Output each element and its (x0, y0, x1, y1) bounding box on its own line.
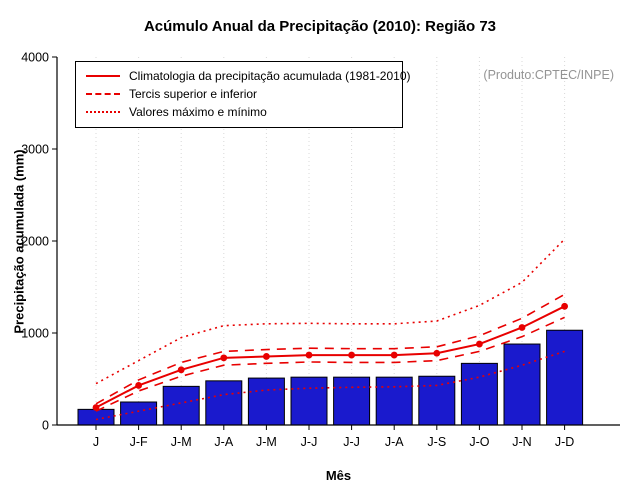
x-tick-label: J-M (256, 435, 277, 449)
x-tick-label: J-F (130, 435, 148, 449)
precipitation-bar (290, 376, 328, 426)
series-marker (92, 404, 100, 411)
series-marker (348, 351, 355, 359)
x-axis-label: Mês (325, 468, 352, 483)
series-marker (518, 324, 526, 331)
x-tick-label: J-A (214, 435, 233, 449)
x-tick-label: J (93, 435, 99, 449)
x-tick-label: J-A (385, 435, 404, 449)
series-marker (390, 351, 398, 359)
y-tick-label: 3000 (21, 143, 49, 157)
precipitation-bar (162, 385, 200, 426)
precipitation-bar (333, 376, 371, 426)
dashed-line-icon (86, 93, 120, 95)
dotted-line-icon (86, 111, 120, 113)
series-marker (220, 354, 228, 362)
precipitation-bar (247, 377, 285, 426)
x-tick-label: J-J (343, 435, 360, 449)
legend-item-terciles: Tercis superior e inferior (76, 85, 402, 103)
precipitation-bar (418, 375, 456, 426)
precipitation-bar (460, 362, 498, 426)
legend-label: Tercis superior e inferior (129, 87, 258, 101)
series-line-dashed (95, 293, 565, 405)
product-annotation: (Produto:CPTEC/INPE) (483, 68, 614, 82)
x-tick-label: J-M (171, 435, 192, 449)
series-marker (433, 349, 441, 357)
series-marker (263, 353, 270, 360)
series-marker (305, 351, 313, 359)
legend-item-climatology: Climatologia da precipitação acumulada (… (76, 67, 411, 85)
x-tick-label: J-N (512, 435, 531, 449)
precipitation-bar (375, 376, 413, 426)
solid-line-icon (86, 75, 120, 77)
legend-box: Climatologia da precipitação acumulada (… (75, 61, 411, 128)
series-line-solid (95, 305, 566, 409)
legend-label: Climatologia da precipitação acumulada (… (129, 69, 411, 83)
x-tick-label: J-O (469, 435, 489, 449)
chart-title: Acúmulo Anual da Precipitação (2010): Re… (143, 18, 497, 35)
precipitation-bar (503, 343, 541, 426)
series-marker (561, 302, 568, 310)
series-line-dotted (95, 350, 565, 421)
series-line-dotted (95, 238, 566, 385)
series-marker (177, 366, 185, 374)
series-marker (135, 382, 143, 389)
legend-label: Valores máximo e mínimo (129, 105, 267, 119)
precipitation-bar (205, 380, 243, 426)
series-line-dashed (95, 316, 565, 412)
precipitation-bar (546, 329, 584, 426)
series-marker (476, 340, 483, 348)
y-tick-label: 2000 (21, 235, 49, 249)
y-axis-label: Precipitação acumulada (mm) (11, 149, 27, 334)
y-tick-label: 4000 (21, 51, 49, 65)
x-tick-label: J-J (301, 435, 318, 449)
legend-item-maxmin: Valores máximo e mínimo (76, 103, 402, 121)
y-tick-label: 1000 (21, 327, 49, 341)
y-tick-label: 0 (42, 419, 49, 433)
x-tick-label: J-S (427, 435, 446, 449)
x-tick-label: J-D (555, 435, 574, 449)
